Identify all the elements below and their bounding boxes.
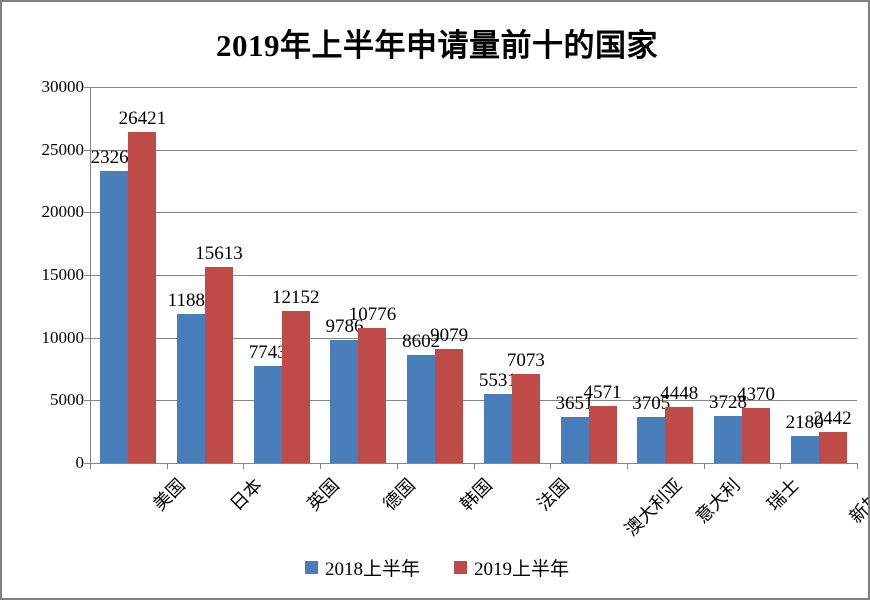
x-axis-category-label: 澳大利亚	[620, 474, 686, 540]
x-axis-category-label: 瑞士	[763, 474, 803, 515]
x-axis-tick	[320, 463, 322, 469]
y-axis-tick-label: 30000	[41, 77, 85, 96]
bar-value-label: 9079	[430, 325, 469, 347]
chart-title: 2019年上半年申请量前十的国家	[216, 28, 658, 63]
x-axis-tick	[780, 463, 782, 469]
bar-2019[interactable]	[435, 349, 464, 463]
y-axis-tick	[84, 463, 90, 464]
x-axis-tick	[473, 463, 475, 469]
bar-2019[interactable]	[588, 405, 617, 463]
x-axis-category-label: 日本	[226, 474, 267, 515]
gridline	[90, 275, 857, 276]
bar-2019[interactable]	[281, 310, 310, 463]
x-axis-category-label: 法国	[533, 474, 573, 515]
y-axis-tick-label: 10000	[41, 327, 85, 347]
gridline	[90, 337, 857, 339]
bar-2019[interactable]	[205, 267, 234, 463]
y-axis-tick	[84, 400, 90, 402]
y-axis-tick	[84, 275, 90, 276]
bar-2019[interactable]	[358, 327, 387, 463]
bar-value-label: 4448	[660, 383, 699, 405]
x-axis-category-label: 英国	[303, 474, 343, 515]
x-axis-tick	[626, 463, 628, 469]
x-axis-tick	[550, 463, 552, 469]
bar-2019[interactable]	[818, 432, 847, 463]
legend-item[interactable]: 2019上半年	[454, 554, 569, 581]
bar-value-label: 2442	[813, 408, 852, 430]
bar-value-label: 26421	[118, 107, 167, 129]
legend-label: 2018上半年	[324, 559, 420, 580]
y-axis-labels: 30000 25000 20000 15000 10000 5000 0	[2, 77, 85, 472]
bar-value-label: 2180	[785, 411, 824, 433]
bar-2018[interactable]	[560, 417, 589, 463]
x-axis-tick	[703, 463, 705, 469]
plot-area: 23263 26421 11885 15613 7743 12152 9786 10776 86…	[90, 87, 857, 464]
x-axis-category-label: 美国	[149, 474, 190, 515]
bar-value-label: 15613	[195, 243, 243, 265]
y-axis-tick-label: 20000	[41, 202, 85, 222]
bar-value-label: 8602	[402, 331, 441, 353]
bar-value-label: 3651	[555, 393, 594, 415]
x-axis-category-label: 德国	[379, 474, 420, 515]
y-axis-tick-label: 0	[75, 453, 85, 472]
bar-value-label: 4370	[736, 384, 775, 406]
bar-value-label: 5531	[478, 369, 517, 391]
x-axis-category-label: 意大利	[691, 474, 745, 528]
bar-value-label: 3705	[632, 392, 671, 414]
y-axis-tick	[84, 337, 90, 339]
bar-value-label: 9786	[325, 316, 364, 338]
chart-legend: 2018上半年 2019上半年	[2, 554, 868, 581]
gridline	[90, 87, 857, 88]
bar-value-label: 10776	[348, 303, 397, 325]
bar-2018[interactable]	[330, 340, 359, 463]
legend-item[interactable]: 2018上半年	[304, 554, 420, 581]
legend-label: 2019上半年	[474, 559, 570, 580]
x-axis-tick	[243, 463, 245, 469]
x-axis-category-label: 韩国	[456, 474, 497, 515]
bar-2019[interactable]	[741, 408, 770, 463]
y-axis-tick	[84, 212, 90, 214]
legend-swatch-icon	[454, 561, 467, 574]
x-axis-tick	[857, 463, 858, 469]
bar-2018[interactable]	[177, 314, 206, 463]
bar-2019[interactable]	[665, 407, 694, 463]
bar-2019[interactable]	[511, 374, 540, 463]
bar-value-label: 7073	[506, 350, 545, 372]
x-axis-tick	[396, 463, 398, 469]
bar-value-label: 3728	[708, 392, 747, 414]
bar-value-label: 11885	[167, 290, 215, 312]
bar-value-label: 4571	[583, 381, 622, 403]
bar-2018[interactable]	[100, 171, 129, 463]
bar-2018[interactable]	[407, 355, 436, 463]
legend-swatch-icon	[304, 561, 318, 574]
x-axis-category-label: 新加坡	[845, 474, 870, 528]
gridline	[90, 212, 857, 214]
bar-value-label: 7743	[248, 341, 287, 363]
bar-2018[interactable]	[637, 416, 666, 463]
bar-2018[interactable]	[483, 393, 512, 463]
bar-2019[interactable]	[128, 131, 157, 463]
y-axis-tick-label: 25000	[41, 139, 85, 159]
y-axis-tick	[84, 87, 90, 88]
y-axis-tick-label: 5000	[50, 390, 84, 410]
gridline	[90, 400, 857, 402]
y-axis-tick-label: 15000	[41, 265, 85, 284]
bar-value-label: 23263	[90, 147, 139, 169]
x-axis-tick	[90, 463, 91, 469]
bar-2018[interactable]	[713, 416, 742, 463]
bar-2018[interactable]	[253, 365, 282, 463]
bar-value-label: 12152	[272, 286, 320, 308]
x-axis-tick	[166, 463, 168, 469]
y-axis-tick	[84, 149, 90, 151]
bar-2018[interactable]	[790, 435, 819, 463]
gridline	[90, 149, 857, 151]
